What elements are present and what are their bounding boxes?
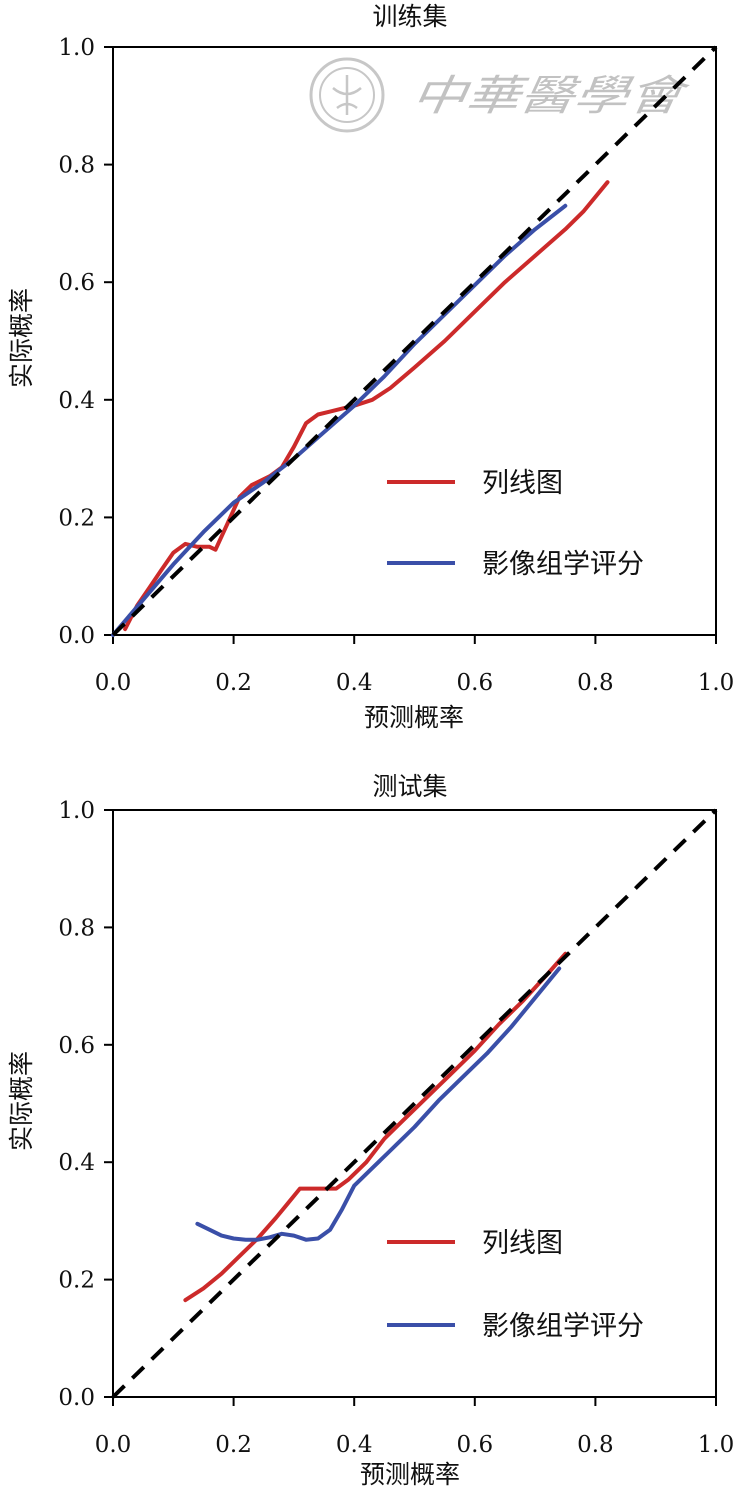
legend: 列线图 影像组学评分 (387, 468, 644, 580)
legend-label-nomogram: 列线图 (482, 1228, 563, 1259)
y-tick-label: 0.2 (58, 505, 95, 531)
y-tick-label: 0.6 (58, 1033, 95, 1059)
legend-label-radiomics: 影像组学评分 (482, 549, 644, 580)
y-tick-label: 0.8 (58, 915, 95, 941)
x-tick-label: 1.0 (698, 670, 735, 696)
plot-frame (112, 46, 717, 636)
y-axis-title: 实际概率 (7, 288, 36, 388)
plot-area (111, 45, 718, 637)
x-tick-label: 0.4 (336, 670, 373, 696)
x-tick-label: 1.0 (698, 1432, 735, 1458)
plot-frame (112, 809, 717, 1398)
x-tick-label: 0.0 (95, 1432, 132, 1458)
series-line-radiomics (111, 203, 568, 637)
y-tick-label: 0.0 (58, 1385, 95, 1411)
x-tick-label: 0.2 (215, 670, 252, 696)
y-tick-label: 0.8 (58, 153, 95, 179)
legend: 列线图 影像组学评分 (387, 1228, 644, 1342)
series-line-radiomics (195, 966, 562, 1242)
y-axis-title: 实际概率 (7, 1051, 36, 1151)
y-axis: 0.0 0.2 0.4 0.6 0.8 1.0 实际概率 (7, 35, 113, 649)
chart-title: 测试集 (372, 772, 447, 801)
chart-title: 训练集 (372, 2, 447, 31)
watermark: 中華醫學會 (309, 57, 693, 133)
reference-diagonal-line (111, 808, 718, 1399)
y-axis: 0.0 0.2 0.4 0.6 0.8 1.0 实际概率 (7, 798, 113, 1411)
watermark-text: 中華醫學會 (409, 71, 693, 120)
legend-label-radiomics: 影像组学评分 (482, 1311, 644, 1342)
x-tick-label: 0.2 (215, 1432, 252, 1458)
y-tick-label: 1.0 (58, 798, 95, 824)
y-tick-label: 0.0 (58, 623, 95, 649)
x-tick-label: 0.8 (577, 1432, 614, 1458)
x-axis: 0.0 0.2 0.4 0.6 0.8 1.0 预测概率 (95, 635, 735, 732)
y-tick-label: 0.6 (58, 270, 95, 296)
chart-panel-test: 测试集 0.0 0.2 0.4 0.6 0.8 1.0 预测概率 0.0 0.2 0.4 0.6… (7, 772, 734, 1489)
x-tick-label: 0.8 (577, 670, 614, 696)
series-line-nomogram (123, 180, 610, 632)
y-tick-label: 0.4 (58, 388, 95, 414)
seal-logo-icon (309, 57, 385, 133)
chart-panel-train: 训练集 0.0 0.2 0.4 0.6 0.8 1.0 预测概率 0.0 0.2 0.4 0.6… (7, 2, 734, 732)
y-tick-label: 0.4 (58, 1150, 95, 1176)
x-tick-label: 0.6 (457, 1432, 494, 1458)
legend-label-nomogram: 列线图 (482, 468, 563, 499)
x-tick-label: 0.4 (336, 1432, 373, 1458)
series-line-nomogram (183, 951, 568, 1303)
x-tick-label: 0.0 (95, 670, 132, 696)
y-tick-label: 0.2 (58, 1268, 95, 1294)
plot-area (111, 808, 718, 1399)
x-axis: 0.0 0.2 0.4 0.6 0.8 1.0 预测概率 (95, 1397, 735, 1489)
x-axis-title: 预测概率 (364, 703, 464, 732)
reference-diagonal-line (111, 45, 718, 637)
x-tick-label: 0.6 (457, 670, 494, 696)
x-axis-title: 预测概率 (360, 1460, 460, 1489)
y-tick-label: 1.0 (58, 35, 95, 61)
